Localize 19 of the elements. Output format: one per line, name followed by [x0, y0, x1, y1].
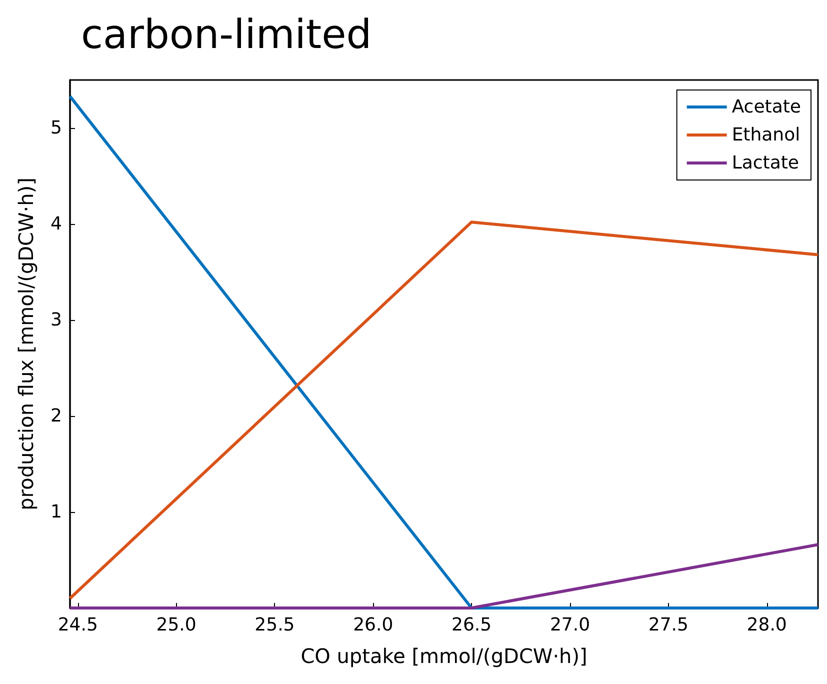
chart-title: carbon-limited — [81, 12, 372, 58]
y-tick-label: 4 — [50, 214, 62, 234]
x-tick-label: 25.5 — [254, 614, 295, 636]
y-tick-label: 1 — [50, 502, 62, 522]
y-axis-title: production flux [mmol/(gDCW·h)] — [14, 178, 38, 510]
x-tick-label: 28.0 — [746, 614, 787, 636]
x-tick-label: 26.0 — [353, 614, 394, 636]
legend-label: Lactate — [732, 152, 799, 174]
legend-label: Ethanol — [732, 124, 800, 146]
y-tick-label: 3 — [50, 310, 62, 330]
y-tick-label: 5 — [50, 118, 62, 138]
x-tick-label: 25.0 — [156, 614, 196, 636]
x-axis-title: CO uptake [mmol/(gDCW·h)] — [300, 644, 588, 668]
x-tick-label: 27.0 — [550, 614, 590, 636]
y-tick-label: 2 — [50, 406, 62, 426]
legend-label: Acetate — [732, 96, 801, 118]
x-tick-label: 24.5 — [58, 614, 98, 636]
x-tick-label: 27.5 — [648, 614, 688, 636]
x-tick-label: 26.5 — [452, 614, 492, 636]
